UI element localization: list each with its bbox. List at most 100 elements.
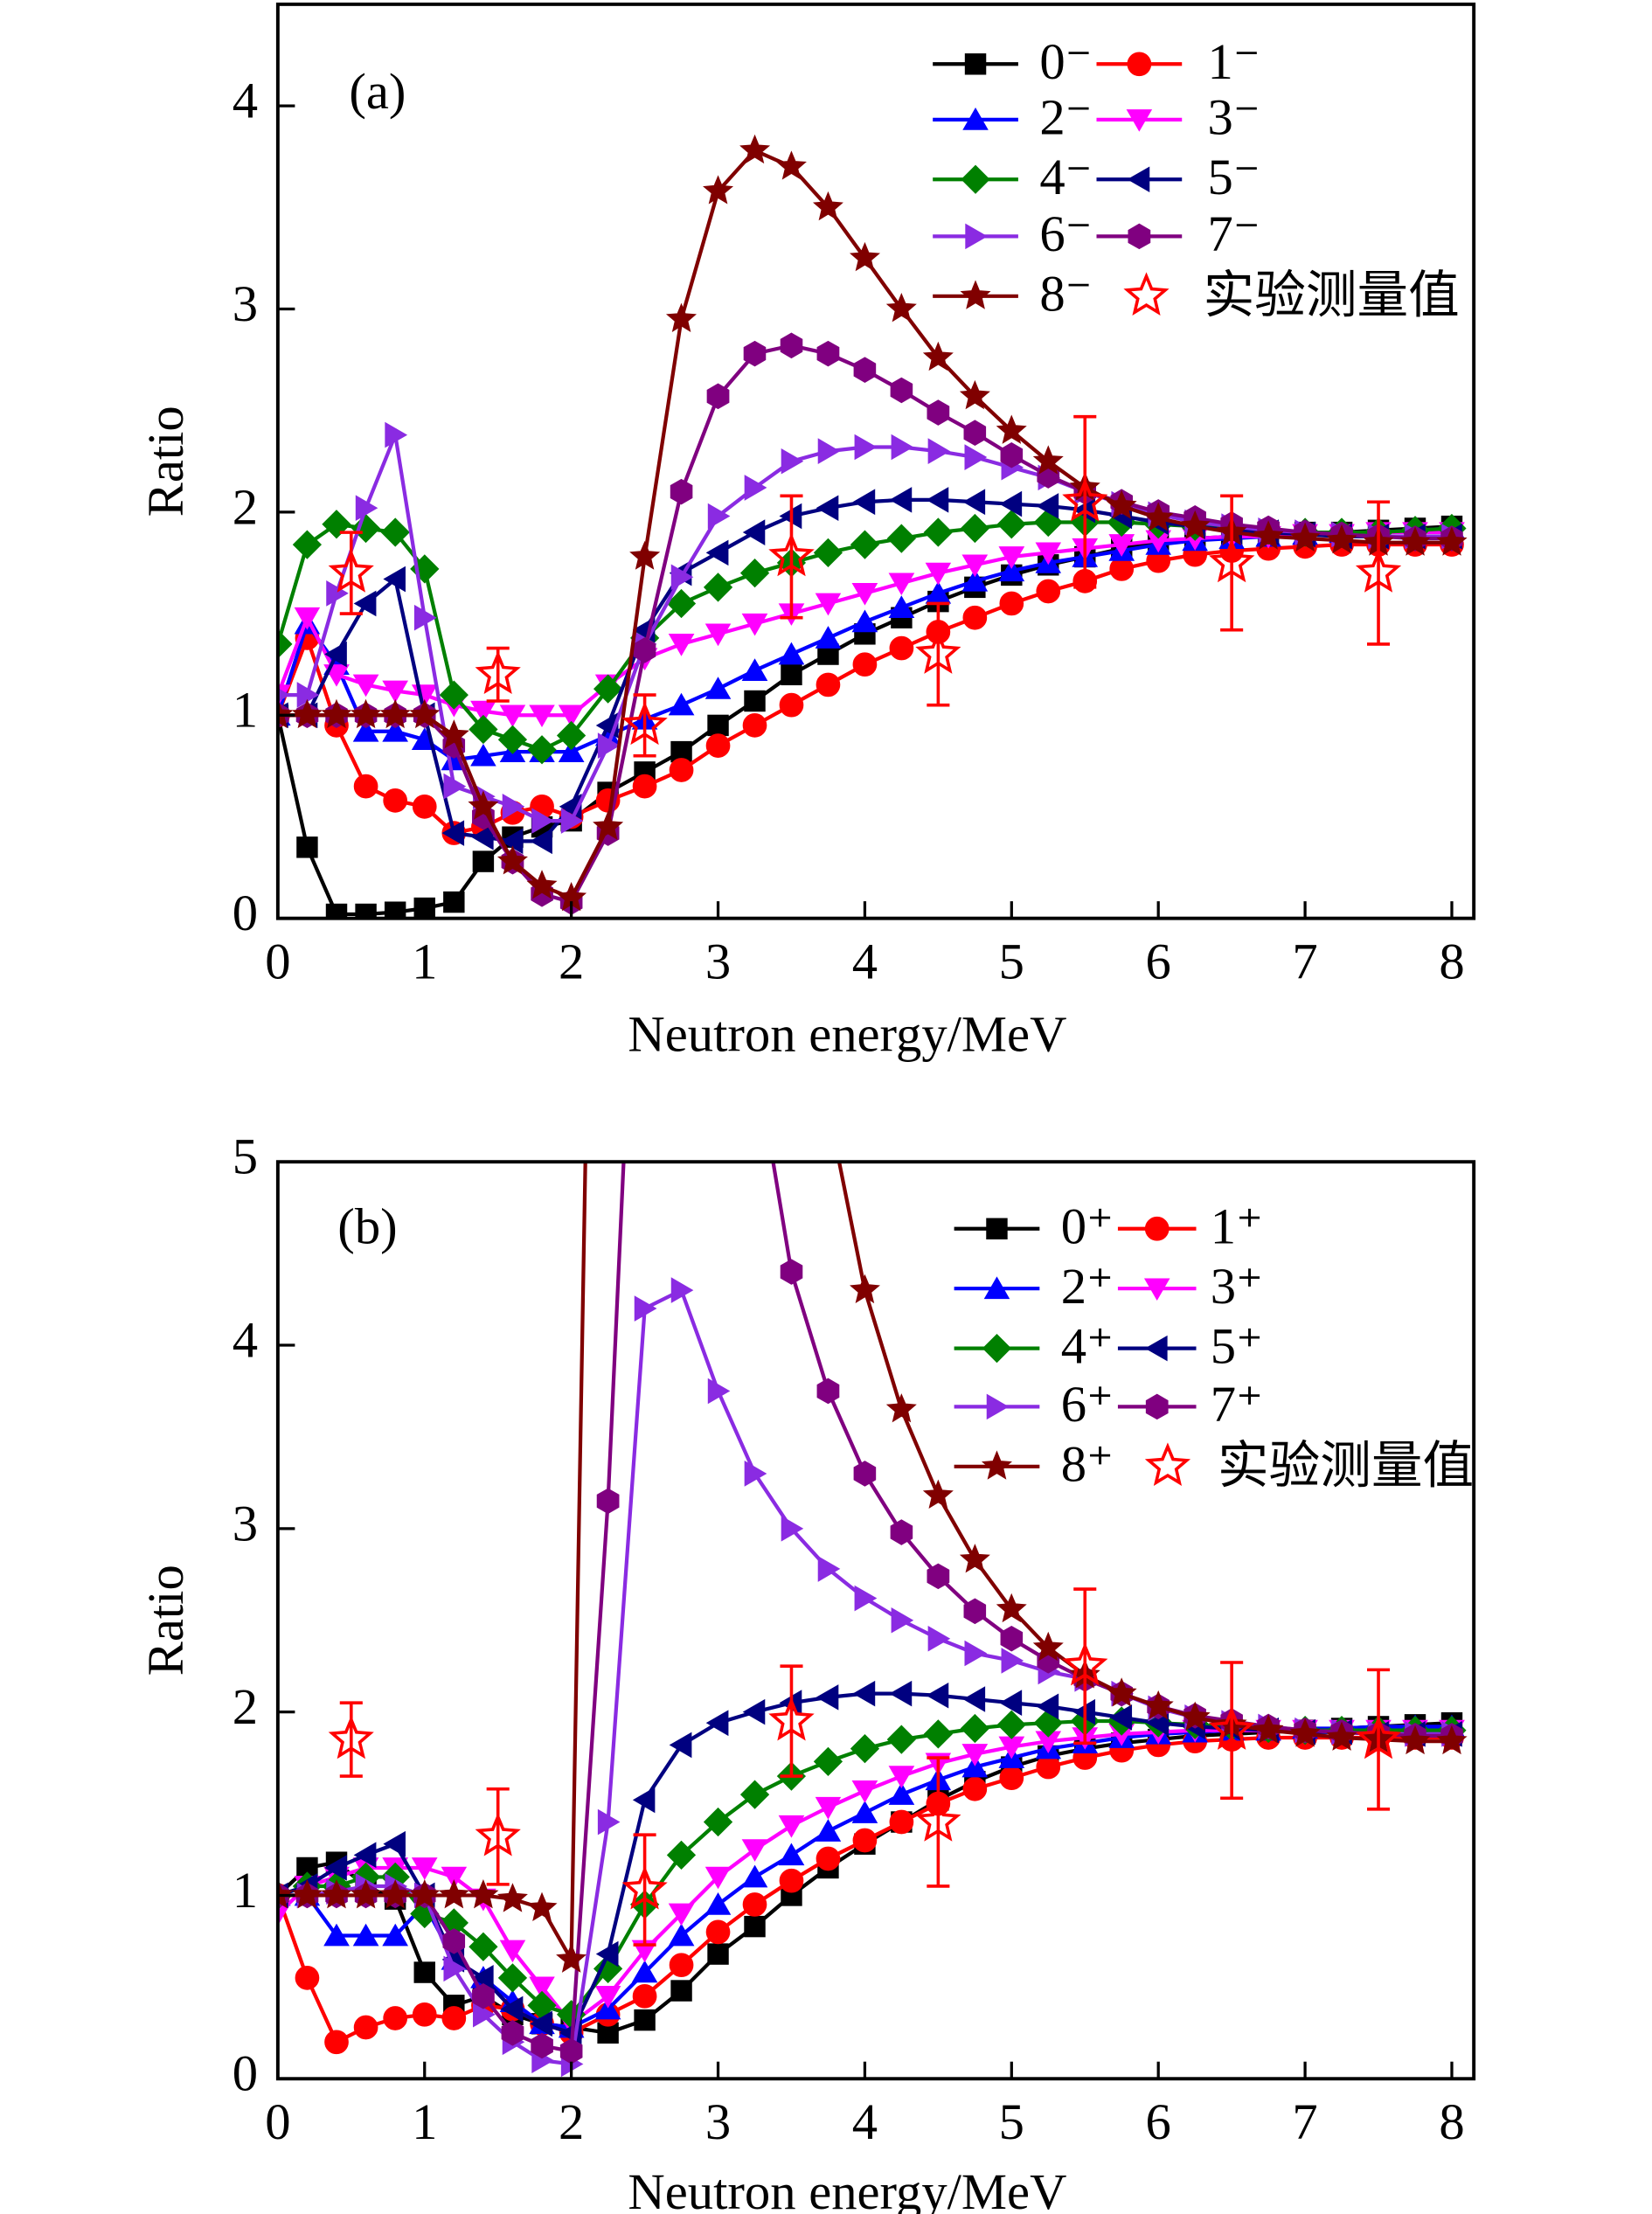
- marker: [999, 591, 1024, 616]
- marker: [707, 783, 728, 808]
- marker: [379, 1879, 411, 1909]
- marker: [556, 1943, 587, 1973]
- y-tick-label: 5: [233, 1128, 258, 1185]
- marker: [325, 903, 348, 919]
- panel-label: (b): [337, 1197, 397, 1254]
- marker: [497, 1963, 528, 1993]
- marker: [999, 1766, 1024, 1791]
- marker: [1326, 524, 1357, 554]
- marker: [596, 1488, 620, 1515]
- marker: [739, 1780, 770, 1809]
- marker: [631, 1960, 658, 1983]
- marker: [669, 758, 694, 782]
- marker: [816, 672, 841, 698]
- marker: [962, 489, 986, 516]
- marker: [291, 698, 323, 729]
- marker: [888, 1782, 915, 1805]
- marker: [886, 1725, 916, 1754]
- x-tick-label: 0: [265, 933, 290, 990]
- marker: [1208, 1706, 1255, 1750]
- marker: [1289, 1718, 1321, 1747]
- marker: [409, 698, 441, 729]
- legend-label: 7⁺: [1211, 1376, 1263, 1433]
- marker: [853, 357, 877, 383]
- x-tick-label: 1: [412, 933, 437, 990]
- marker: [502, 794, 525, 820]
- legend-label: 6⁺: [1061, 1376, 1114, 1433]
- marker: [382, 680, 409, 704]
- marker: [499, 1940, 526, 1963]
- marker: [815, 1796, 842, 1820]
- marker: [742, 713, 767, 738]
- marker: [962, 605, 988, 630]
- x-tick-label: 7: [1292, 933, 1317, 990]
- marker: [705, 1892, 732, 1915]
- legend-label: 2⁺: [1061, 1258, 1114, 1315]
- marker: [982, 1333, 1012, 1364]
- marker: [1209, 538, 1255, 583]
- marker: [496, 845, 528, 875]
- marker: [854, 1585, 878, 1612]
- marker: [529, 704, 555, 728]
- marker: [443, 1955, 467, 1982]
- marker: [741, 1864, 768, 1888]
- marker: [1032, 1631, 1064, 1662]
- marker: [1144, 1335, 1168, 1362]
- marker: [1106, 1677, 1137, 1707]
- marker: [853, 1461, 877, 1487]
- marker: [353, 774, 378, 799]
- marker: [739, 134, 771, 164]
- marker: [472, 850, 495, 872]
- marker: [888, 595, 915, 618]
- marker: [1001, 1648, 1024, 1674]
- marker: [965, 223, 988, 250]
- marker: [1036, 1754, 1061, 1780]
- marker: [890, 1519, 913, 1545]
- marker: [665, 302, 697, 332]
- marker: [411, 1857, 438, 1880]
- marker: [886, 524, 916, 553]
- marker: [621, 701, 668, 746]
- marker: [775, 150, 807, 180]
- marker: [634, 2009, 656, 2031]
- marker: [409, 1879, 441, 1909]
- legend-label: 3⁻: [1208, 89, 1260, 146]
- marker: [815, 1819, 842, 1842]
- marker: [324, 2030, 349, 2055]
- marker: [382, 1923, 409, 1947]
- marker: [851, 1780, 878, 1803]
- marker: [632, 1787, 656, 1814]
- marker: [413, 1961, 435, 1983]
- marker: [707, 1378, 731, 1405]
- marker: [668, 692, 695, 716]
- marker: [742, 1698, 766, 1725]
- error-bar: [339, 1701, 363, 1778]
- marker: [851, 583, 878, 606]
- marker: [816, 340, 840, 367]
- y-tick-label: 3: [233, 275, 258, 332]
- marker: [781, 663, 802, 686]
- axes-frame: [275, 1160, 1476, 2081]
- marker: [1142, 502, 1174, 531]
- marker: [632, 774, 657, 799]
- y-tick-label: 3: [233, 1495, 258, 1551]
- marker: [705, 733, 731, 758]
- marker: [960, 1713, 990, 1744]
- error-bar: [927, 1756, 950, 1888]
- x-axis-label: Neutron energy/MeV: [628, 2163, 1066, 2214]
- marker: [321, 1879, 352, 1909]
- marker: [927, 1625, 951, 1652]
- marker: [922, 1479, 954, 1509]
- marker: [526, 1891, 558, 1922]
- marker: [352, 674, 379, 698]
- marker: [927, 1563, 950, 1590]
- marker: [986, 1393, 1010, 1420]
- marker: [352, 1923, 379, 1947]
- marker: [355, 495, 378, 521]
- marker: [888, 1766, 915, 1788]
- marker: [324, 1855, 347, 1881]
- marker: [1128, 223, 1151, 250]
- marker: [885, 293, 917, 323]
- marker: [1289, 522, 1321, 552]
